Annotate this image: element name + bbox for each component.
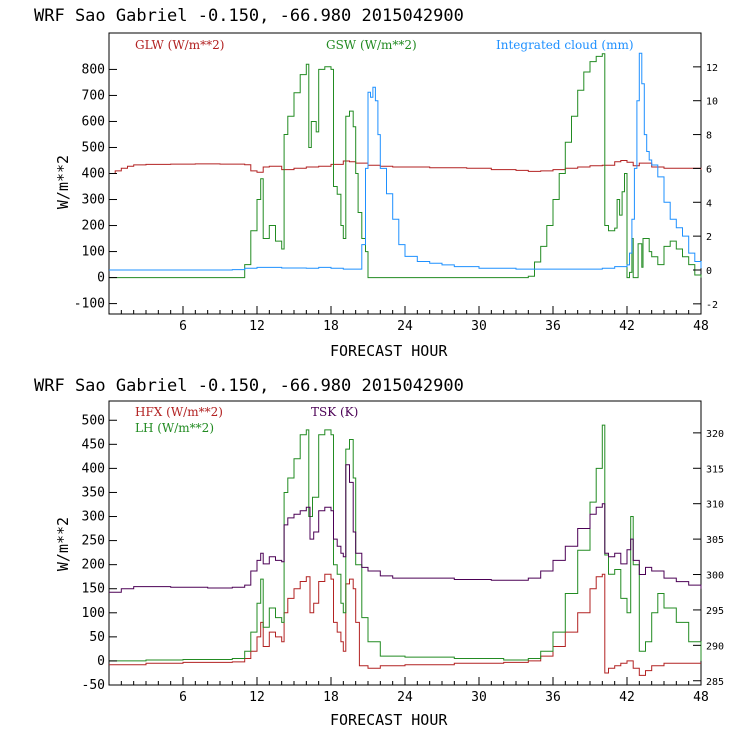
y-tick-label: 100: [82, 606, 105, 621]
y-axis-label: W/m**2: [54, 155, 72, 209]
legend-glw: GLW (W/m**2): [135, 38, 224, 52]
x-tick-label: 42: [619, 319, 635, 334]
y-tick-label: 500: [82, 140, 105, 155]
y-tick-label: 50: [89, 630, 105, 645]
x-tick-label: 42: [619, 690, 635, 705]
y2-tick-label: 290: [706, 641, 724, 652]
x-tick-label: 24: [397, 690, 413, 705]
y-tick-label: 0: [97, 654, 105, 669]
y2-tick-label: 320: [706, 429, 724, 440]
y-tick-label: -50: [82, 678, 105, 693]
y-tick-label: 400: [82, 461, 105, 476]
y2-tick-label: 295: [706, 606, 724, 617]
x-axis-label: FORECAST HOUR: [330, 342, 448, 360]
series-line-1: [109, 424, 702, 662]
y-tick-label: 350: [82, 485, 105, 500]
series-line-2: [109, 464, 702, 593]
series-line-0: [109, 160, 702, 174]
x-tick-label: 48: [693, 319, 709, 334]
y2-tick-label: 8: [706, 131, 712, 142]
y-tick-label: 250: [82, 534, 105, 549]
y-tick-label: 150: [82, 582, 105, 597]
y-tick-label: 400: [82, 167, 105, 182]
y2-tick-label: 315: [706, 464, 724, 475]
x-tick-label: 12: [249, 319, 265, 334]
series-line-1: [109, 53, 702, 279]
x-tick-label: 36: [545, 690, 561, 705]
y2-tick-label: 10: [706, 97, 718, 108]
y2-tick-label: 285: [706, 677, 724, 688]
x-axis-label: FORECAST HOUR: [330, 711, 448, 729]
y-tick-label: 800: [82, 62, 105, 77]
y-tick-label: 300: [82, 510, 105, 525]
y2-tick-label: 0: [706, 266, 712, 277]
y2-tick-label: -2: [706, 300, 718, 311]
series-lines: [109, 424, 702, 676]
legend-hfx: HFX (W/m**2): [135, 405, 223, 419]
series-line-0: [109, 573, 701, 676]
y-axis-ticks: -50 0 50 100 150 200 250 300 350 400 450 500: [82, 413, 117, 693]
x-tick-label: 30: [471, 319, 487, 334]
y-tick-label: 300: [82, 193, 105, 208]
y-tick-label: 100: [82, 245, 105, 260]
legend-lh: LH (W/m**2): [135, 421, 214, 435]
y-tick-label: -100: [74, 297, 105, 312]
legend-cloud: Integrated cloud (mm): [496, 38, 634, 52]
series-lines: [109, 52, 702, 279]
y-tick-label: 500: [82, 413, 105, 428]
x-tick-label: 6: [179, 319, 187, 334]
x-axis-ticks: 6 12 18 24 30 36 42 48: [120, 306, 709, 334]
y-tick-label: 200: [82, 219, 105, 234]
y-tick-label: 450: [82, 437, 105, 452]
x-tick-label: 18: [323, 319, 339, 334]
y-axis-label: W/m**2: [54, 517, 72, 571]
y-tick-label: 700: [82, 88, 105, 103]
x-tick-label: 6: [179, 690, 187, 705]
panel-surface-fluxes: WRF Sao Gabriel -0.150, -66.980 20150429…: [34, 376, 724, 729]
y-tick-label: 600: [82, 114, 105, 129]
y2-tick-label: 300: [706, 571, 724, 582]
x-tick-label: 18: [323, 690, 339, 705]
y2-tick-label: 2: [706, 232, 712, 243]
x-tick-label: 24: [397, 319, 413, 334]
x-tick-label: 12: [249, 690, 265, 705]
chart-title: WRF Sao Gabriel -0.150, -66.980 20150429…: [34, 6, 464, 26]
y-tick-label: 200: [82, 558, 105, 573]
x-tick-label: 30: [471, 690, 487, 705]
y2-tick-label: 12: [706, 63, 718, 74]
y2-tick-label: 310: [706, 500, 724, 511]
y2-tick-label: 305: [706, 535, 724, 546]
chart-title: WRF Sao Gabriel -0.150, -66.980 20150429…: [34, 376, 464, 396]
legend-tsk: TSK (K): [311, 405, 358, 419]
plot-frame: [108, 32, 702, 315]
series-line-2: [109, 52, 702, 271]
panel-radiation: WRF Sao Gabriel -0.150, -66.980 20150429…: [34, 6, 718, 360]
y-tick-label: 0: [97, 271, 105, 286]
x-tick-label: 36: [545, 319, 561, 334]
y-axis-ticks: -100 0 100 200 300 400 500 600 700 800: [74, 62, 117, 312]
legend-gsw: GSW (W/m**2): [326, 38, 417, 52]
y2-tick-label: 4: [706, 198, 712, 209]
x-tick-label: 48: [693, 690, 709, 705]
plot-frame: [108, 400, 702, 686]
y2-tick-label: 6: [706, 164, 712, 175]
x-axis-ticks: 6 12 18 24 30 36 42 48: [120, 677, 709, 705]
y2-axis-ticks: -2 0 2 4 6 8 10 12: [693, 63, 718, 311]
y2-axis-ticks: 285 290 295 300 305 310 315 320: [693, 429, 724, 688]
